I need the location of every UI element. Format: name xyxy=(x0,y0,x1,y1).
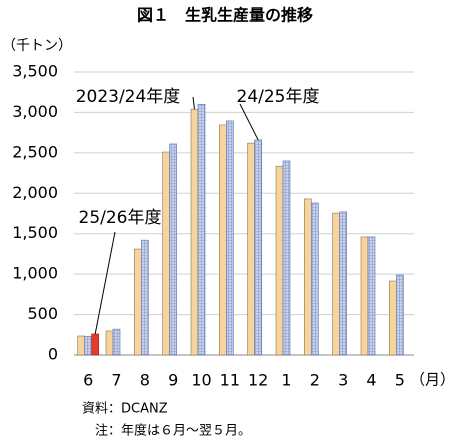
bar xyxy=(275,165,284,356)
bar xyxy=(105,330,114,356)
y-tick-label: 1,000 xyxy=(12,264,58,283)
x-axis-label: （月） xyxy=(410,371,450,389)
bar xyxy=(169,143,177,356)
leader-line xyxy=(239,103,259,141)
chart-title: 図１ 生乳生産量の推移 xyxy=(137,6,313,25)
bar xyxy=(190,108,199,356)
x-tick-label: 10 xyxy=(191,371,211,390)
bar xyxy=(304,198,312,356)
x-tick-label: 5 xyxy=(395,371,405,390)
series-label: 2023/24年度 xyxy=(76,87,181,107)
y-tick-label: 1,500 xyxy=(12,223,58,242)
bar xyxy=(360,236,369,356)
x-tick-label: 9 xyxy=(168,371,178,390)
x-tick-label: 8 xyxy=(140,371,150,390)
bar xyxy=(84,336,92,356)
y-tick-label: 3,000 xyxy=(12,102,58,121)
bar xyxy=(134,248,142,356)
bar xyxy=(91,333,99,356)
bar xyxy=(162,151,170,356)
bar xyxy=(254,139,262,356)
bar xyxy=(396,274,404,356)
bar xyxy=(112,328,121,356)
leader-line xyxy=(192,96,195,110)
x-tick-label: 11 xyxy=(220,371,240,390)
bar xyxy=(311,202,319,356)
x-tick-label: 7 xyxy=(111,371,121,390)
series-label: 24/25年度 xyxy=(237,87,320,107)
bar xyxy=(332,212,340,356)
x-tick-label: 6 xyxy=(83,371,93,390)
x-tick-label: 12 xyxy=(248,371,268,390)
y-tick-label: 2,500 xyxy=(12,142,58,161)
y-tick-label: 0 xyxy=(48,345,58,364)
y-tick-label: 3,500 xyxy=(12,62,58,81)
y-tick-label: 500 xyxy=(27,304,58,323)
x-tick-label: 3 xyxy=(338,371,348,390)
x-tick-label: 4 xyxy=(366,371,376,390)
bar xyxy=(389,280,397,356)
bar xyxy=(226,120,234,356)
y-tick-label: 2,000 xyxy=(12,183,58,202)
bar xyxy=(367,236,376,356)
series-label: 25/26年度 xyxy=(79,208,162,228)
bar xyxy=(247,142,255,356)
y-axis-label: （千トン） xyxy=(2,38,72,54)
bar xyxy=(282,160,291,356)
x-tick-label: 1 xyxy=(281,371,291,390)
note: 注：年度は６月～翌５月。 xyxy=(95,423,251,439)
x-tick-label: 2 xyxy=(310,371,320,390)
leader-line xyxy=(94,231,116,335)
source: 資料：DCANZ xyxy=(82,402,168,417)
bar xyxy=(339,211,347,356)
bar xyxy=(77,335,85,356)
bar xyxy=(141,239,149,356)
bar xyxy=(197,104,206,356)
bar xyxy=(219,124,227,356)
